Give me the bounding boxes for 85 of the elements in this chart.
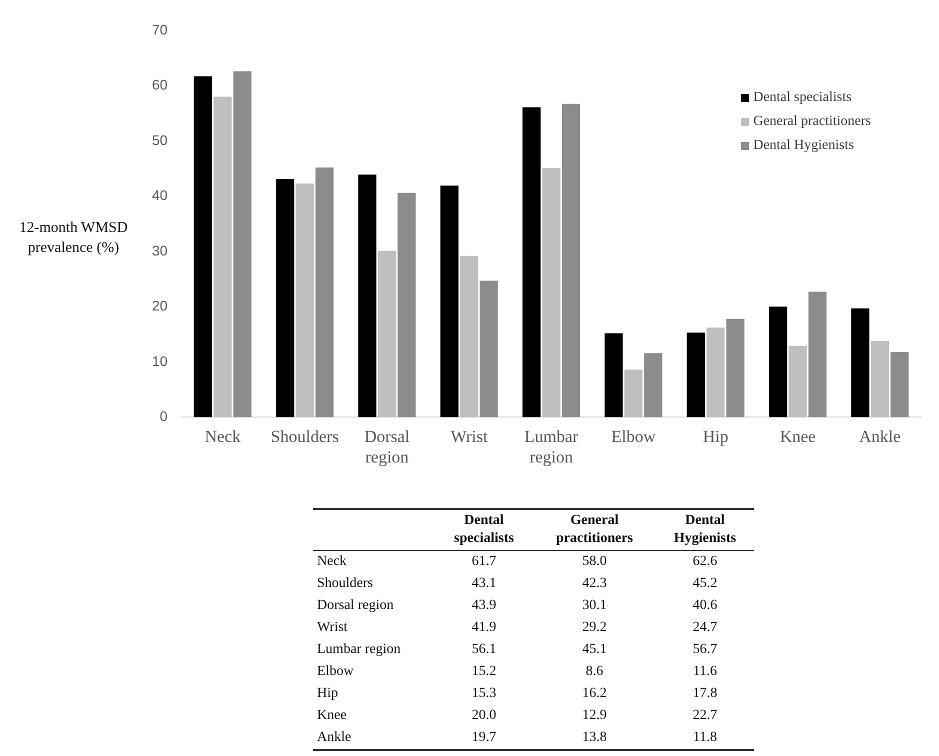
data-label: 15.3: [470, 685, 498, 703]
y-tick-label: 60: [152, 76, 168, 93]
bar: [851, 308, 870, 418]
bar: [870, 340, 889, 418]
y-tick-label: Hip: [316, 685, 339, 703]
bar: [726, 318, 744, 418]
y-tick-label: 10: [152, 352, 168, 369]
bar: [624, 370, 643, 418]
data-label: 8.6: [584, 663, 604, 681]
bar: [440, 186, 458, 418]
data-label: 12.9: [581, 707, 608, 725]
data-label: 15.2: [470, 663, 498, 681]
data-label: 40.6: [692, 597, 718, 615]
bar: [194, 76, 212, 418]
data-label: 56.1: [470, 641, 498, 659]
data-label: 61.7: [470, 553, 498, 571]
data-label: 62.6: [692, 553, 718, 571]
data-label: 41.9: [470, 619, 498, 637]
x-tick-label: Elbow: [611, 426, 656, 446]
data-label: 43.1: [470, 575, 498, 593]
bar: [460, 256, 478, 418]
data-label: 24.7: [692, 619, 718, 637]
x-tick-label: Hip: [702, 426, 728, 446]
data-label: 11.8: [692, 729, 718, 747]
bar: [398, 192, 416, 418]
x-tick-label: Ankle: [859, 426, 901, 446]
data-label: 56.7: [692, 641, 718, 659]
data-label: 20.0: [470, 707, 498, 725]
x-tick-label: Dental specialists: [453, 512, 515, 548]
bar: [276, 179, 294, 418]
y-tick-label: 70: [152, 21, 168, 38]
y-tick-label: Neck: [316, 553, 348, 571]
y-tick-label: Wrist: [316, 619, 349, 637]
bar: [358, 174, 376, 418]
x-tick-label: Wrist: [450, 426, 488, 446]
bar: [808, 292, 827, 418]
bar: [542, 168, 560, 418]
bar: [604, 333, 623, 418]
bar: [890, 352, 909, 418]
bar: [214, 96, 232, 418]
data-label: 30.1: [581, 597, 608, 615]
legend-label: General practitioners: [753, 113, 871, 131]
y-axis-title: 12-month WMSD prevalence (%): [18, 219, 129, 258]
data-label: 19.7: [470, 729, 498, 747]
y-tick-label: Shoulders: [316, 575, 374, 593]
data-label: 16.2: [581, 685, 608, 703]
y-tick-label: Elbow: [316, 663, 355, 681]
legend-label: Dental specialists: [753, 89, 852, 107]
data-label: 58.0: [581, 553, 608, 571]
y-tick-label: 50: [152, 132, 168, 148]
bar: [768, 306, 788, 418]
bar: [522, 107, 541, 418]
data-label: 29.2: [581, 619, 608, 637]
data-label: 43.9: [470, 597, 498, 615]
bar: [788, 346, 807, 418]
x-tick-label: Knee: [780, 426, 816, 446]
bar: [706, 328, 725, 418]
bar: [378, 250, 396, 418]
x-tick-label: Dental Hygienists: [672, 512, 738, 548]
data-label: 22.7: [692, 707, 718, 725]
bar: [296, 183, 314, 418]
x-tick-label: Lumbar region: [524, 426, 579, 466]
bar: [686, 332, 705, 418]
data-label: 45.1: [581, 641, 608, 659]
data-label: 45.2: [692, 575, 718, 593]
y-tick-label: 40: [152, 187, 168, 204]
y-tick-label: Lumbar region: [316, 641, 402, 659]
y-tick-label: Knee: [316, 707, 348, 725]
x-tick-label: General practitioners: [555, 512, 634, 548]
y-tick-label: Dorsal region: [316, 597, 395, 615]
legend-label: Dental Hygienists: [753, 137, 854, 155]
bar: [562, 104, 580, 418]
y-tick-label: 20: [152, 298, 168, 314]
y-tick-label: 0: [160, 408, 168, 424]
bar: [480, 280, 498, 418]
data-label: 13.8: [581, 729, 608, 747]
bar: [644, 353, 662, 418]
data-label: 42.3: [581, 575, 608, 593]
x-tick-label: Neck: [204, 426, 242, 446]
y-tick-label: Ankle: [316, 729, 352, 747]
data-label: 11.6: [692, 663, 718, 681]
y-tick-label: 30: [152, 242, 168, 258]
bar: [233, 71, 252, 418]
bar: [315, 167, 334, 418]
data-label: 17.8: [692, 685, 718, 703]
